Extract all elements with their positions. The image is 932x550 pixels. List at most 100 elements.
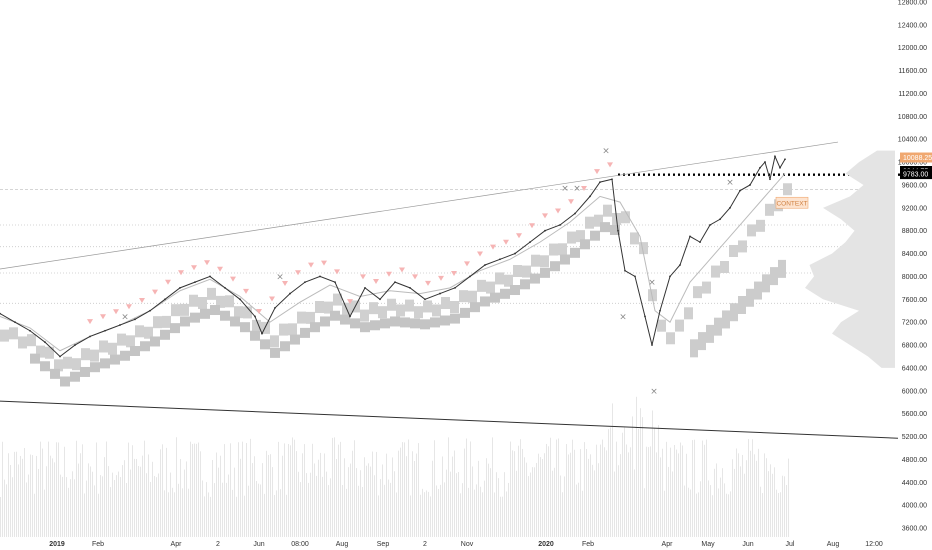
x-tick-label-14: Jun — [742, 541, 753, 548]
price-point-20 — [289, 292, 291, 295]
y-tick-label-5: 5600.00 — [902, 411, 927, 418]
y-tick-label-20: 11600.00 — [898, 68, 927, 75]
price-point-60 — [769, 178, 771, 181]
price-point-56 — [739, 189, 741, 192]
price-point-44 — [624, 269, 626, 272]
price-point-57 — [749, 184, 751, 186]
y-tick-label-14: 9200.00 — [902, 205, 927, 212]
price-point-40 — [589, 195, 591, 198]
price-point-37 — [544, 229, 546, 232]
price-point-7 — [104, 329, 106, 332]
y-tick-label-7: 6400.00 — [902, 365, 927, 372]
price-point-15 — [224, 286, 226, 289]
trendline-0[interactable] — [0, 141, 839, 270]
x-tick-label-5: 08:00 — [291, 541, 309, 548]
svg-text:×: × — [726, 178, 734, 188]
price-label-box-0 — [900, 152, 932, 163]
x-tick-label-17: 12:00 — [865, 541, 883, 548]
x-tick-label-4: Jun — [253, 541, 264, 548]
y-tick-label-21: 12000.00 — [898, 45, 927, 52]
price-point-45 — [634, 275, 636, 278]
price-point-21 — [304, 281, 306, 284]
price-point-61 — [774, 155, 776, 158]
price-point-53 — [709, 224, 711, 226]
y-tick-label-12: 8400.00 — [902, 251, 927, 258]
x-tick-label-10: 2020 — [538, 541, 554, 548]
x-tick-label-1: Feb — [92, 541, 104, 548]
price-point-17 — [254, 315, 256, 318]
svg-text:×: × — [602, 147, 610, 157]
y-tick-label-11: 8000.00 — [902, 274, 927, 281]
price-point-38 — [559, 224, 561, 226]
price-point-6 — [89, 335, 91, 338]
price-point-2 — [29, 329, 31, 332]
annotation-box — [775, 196, 809, 209]
x-tick-label-6: Aug — [336, 541, 349, 548]
svg-text:×: × — [650, 387, 658, 397]
y-tick-label-8: 6800.00 — [902, 343, 927, 350]
price-point-35 — [514, 252, 516, 255]
svg-text:×: × — [619, 312, 627, 322]
price-point-19 — [274, 306, 276, 309]
price-point-47 — [651, 344, 653, 346]
price-point-34 — [499, 258, 501, 261]
price-point-32 — [469, 275, 471, 278]
svg-text:×: × — [648, 278, 656, 288]
x-tick-label-9: Nov — [461, 541, 474, 548]
price-point-14 — [209, 275, 211, 278]
y-tick-label-9: 7200.00 — [902, 320, 927, 327]
price-point-30 — [439, 292, 441, 295]
y-tick-label-19: 11200.00 — [898, 91, 927, 98]
price-point-51 — [689, 235, 691, 238]
price-point-24 — [349, 315, 351, 318]
price-point-28 — [409, 286, 411, 289]
x-tick-label-7: Sep — [377, 541, 390, 548]
annotation-label: CONTEXT — [776, 200, 807, 207]
price-point-55 — [729, 206, 731, 209]
y-tick-label-18: 10800.00 — [898, 114, 927, 121]
y-tick-label-23: 12800.00 — [898, 0, 927, 7]
trendline-1[interactable] — [0, 400, 899, 439]
x-tick-label-0: 2019 — [49, 541, 65, 548]
volume-profile — [805, 150, 895, 368]
price-point-23 — [334, 281, 336, 284]
x-tick-label-3: 2 — [216, 541, 220, 548]
price-point-63 — [784, 158, 786, 161]
price-point-49 — [669, 275, 671, 278]
y-tick-label-13: 8800.00 — [902, 228, 927, 235]
price-line[interactable] — [0, 154, 786, 358]
price-point-3 — [44, 341, 46, 344]
svg-text:×: × — [276, 272, 284, 282]
price-point-52 — [699, 241, 701, 244]
x-tick-label-13: May — [701, 541, 715, 548]
y-tick-label-22: 12400.00 — [898, 22, 927, 29]
price-point-11 — [164, 298, 166, 301]
svg-text:×: × — [573, 184, 581, 194]
svg-text:×: × — [561, 184, 569, 194]
price-point-13 — [194, 281, 196, 284]
price-point-46 — [644, 315, 646, 318]
volume-bars — [0, 396, 789, 537]
price-point-27 — [394, 281, 396, 284]
price-label-box-2 — [900, 169, 932, 180]
price-point-18 — [261, 332, 263, 335]
price-point-58 — [759, 166, 761, 169]
svg-text:×: × — [121, 312, 129, 322]
x-tick-label-12: Apr — [662, 541, 674, 548]
price-point-33 — [484, 264, 486, 266]
price-point-54 — [719, 218, 721, 221]
y-tick-label-2: 4400.00 — [902, 480, 927, 487]
x-tick-label-15: Jul — [786, 541, 795, 548]
price-point-48 — [659, 309, 661, 312]
x-tick-label-16: Aug — [827, 541, 840, 548]
signal-markers: × × × × × × × × × — [87, 147, 734, 397]
price-point-25 — [364, 286, 366, 289]
y-tick-label-17: 10400.00 — [898, 137, 927, 144]
y-tick-label-10: 7600.00 — [902, 297, 927, 304]
price-point-0 — [0, 312, 1, 315]
y-tick-label-15: 9600.00 — [902, 182, 927, 189]
price-point-1 — [14, 321, 16, 324]
price-label-2: 9783.00 — [903, 172, 928, 179]
